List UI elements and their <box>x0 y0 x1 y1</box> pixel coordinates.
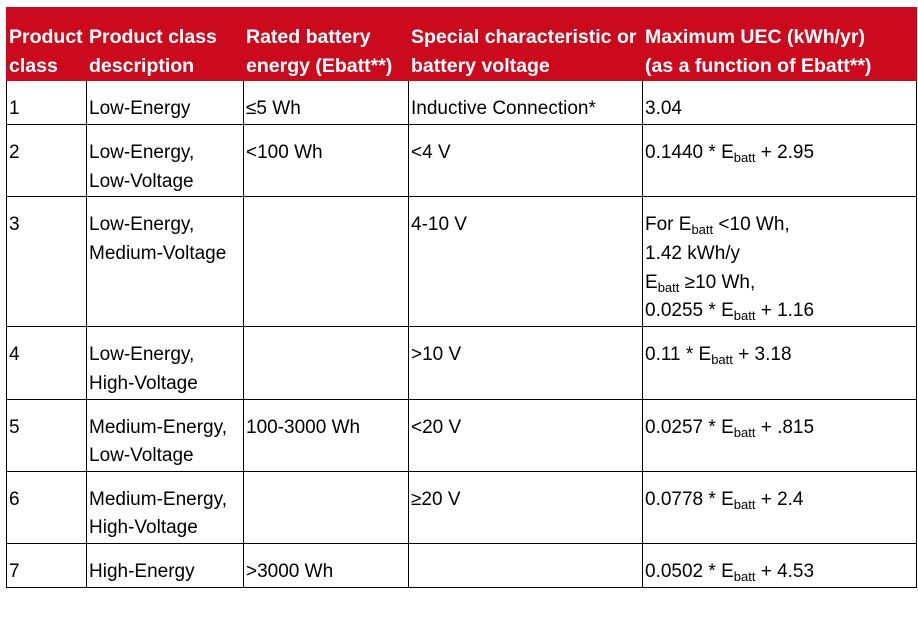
cell-rated-energy <box>243 196 409 328</box>
cell-max-uec: 0.0257 * Ebatt + .815 <box>642 398 917 472</box>
cell-product-class: 3 <box>6 196 87 328</box>
cell-max-uec: 0.0778 * Ebatt + 2.4 <box>642 470 917 544</box>
cell-product-class: 2 <box>6 124 87 198</box>
cell-max-uec: 3.04 <box>642 80 917 126</box>
cell-special: >10 V <box>408 326 643 400</box>
table-row: 5 Medium-Energy, Low-Voltage 100-3000 Wh … <box>6 398 917 472</box>
cell-special: Inductive Connection* <box>408 80 643 126</box>
cell-rated-energy: ≤5 Wh <box>243 80 409 126</box>
cell-description: Low-Energy <box>86 80 244 126</box>
cell-product-class: 7 <box>6 542 87 588</box>
cell-rated-energy: >3000 Wh <box>243 542 409 588</box>
header-description: Product class description <box>86 6 244 82</box>
table-row: 4 Low-Energy, High-Voltage >10 V 0.11 * E… <box>6 326 917 400</box>
cell-product-class: 6 <box>6 470 87 544</box>
table-row: 2 Low-Energy, Low-Voltage <100 Wh <4 V 0.… <box>6 124 917 198</box>
cell-rated-energy <box>243 470 409 544</box>
table-row: 1 Low-Energy ≤5 Wh Inductive Connection*… <box>6 80 917 126</box>
table-row: 3 Low-Energy, Medium-Voltage 4-10 V For E… <box>6 196 917 328</box>
header-row: Product class Product class description Ra… <box>6 6 917 82</box>
cell-description: Medium-Energy, Low-Voltage <box>86 398 244 472</box>
cell-special: 4-10 V <box>408 196 643 328</box>
cell-special: <4 V <box>408 124 643 198</box>
cell-rated-energy <box>243 326 409 400</box>
cell-special: <20 V <box>408 398 643 472</box>
cell-special <box>408 542 643 588</box>
cell-max-uec: 0.1440 * Ebatt + 2.95 <box>642 124 917 198</box>
cell-description: High-Energy <box>86 542 244 588</box>
table-row: 6 Medium-Energy, High-Voltage ≥20 V 0.077… <box>6 470 917 544</box>
header-rated-energy: Rated battery energy (Ebatt**) <box>243 6 409 82</box>
cell-max-uec: 0.11 * Ebatt + 3.18 <box>642 326 917 400</box>
header-product-class: Product class <box>6 6 87 82</box>
cell-description: Medium-Energy, High-Voltage <box>86 470 244 544</box>
cell-description: Low-Energy, Low-Voltage <box>86 124 244 198</box>
header-max-uec: Maximum UEC (kWh/yr) (as a function of Eb… <box>642 6 917 82</box>
header-special-characteristic: Special characteristic or battery voltage <box>408 6 643 82</box>
cell-product-class: 5 <box>6 398 87 472</box>
cell-rated-energy: 100-3000 Wh <box>243 398 409 472</box>
cell-description: Low-Energy, High-Voltage <box>86 326 244 400</box>
cell-product-class: 4 <box>6 326 87 400</box>
cell-special: ≥20 V <box>408 470 643 544</box>
uec-standards-table: Product class Product class description Ra… <box>6 6 917 588</box>
table-row: 7 High-Energy >3000 Wh 0.0502 * Ebatt + … <box>6 542 917 588</box>
cell-description: Low-Energy, Medium-Voltage <box>86 196 244 328</box>
cell-rated-energy: <100 Wh <box>243 124 409 198</box>
cell-product-class: 1 <box>6 80 87 126</box>
cell-max-uec: 0.0502 * Ebatt + 4.53 <box>642 542 917 588</box>
cell-max-uec: For Ebatt <10 Wh, 1.42 kWh/y Ebatt ≥10 W… <box>642 196 917 328</box>
